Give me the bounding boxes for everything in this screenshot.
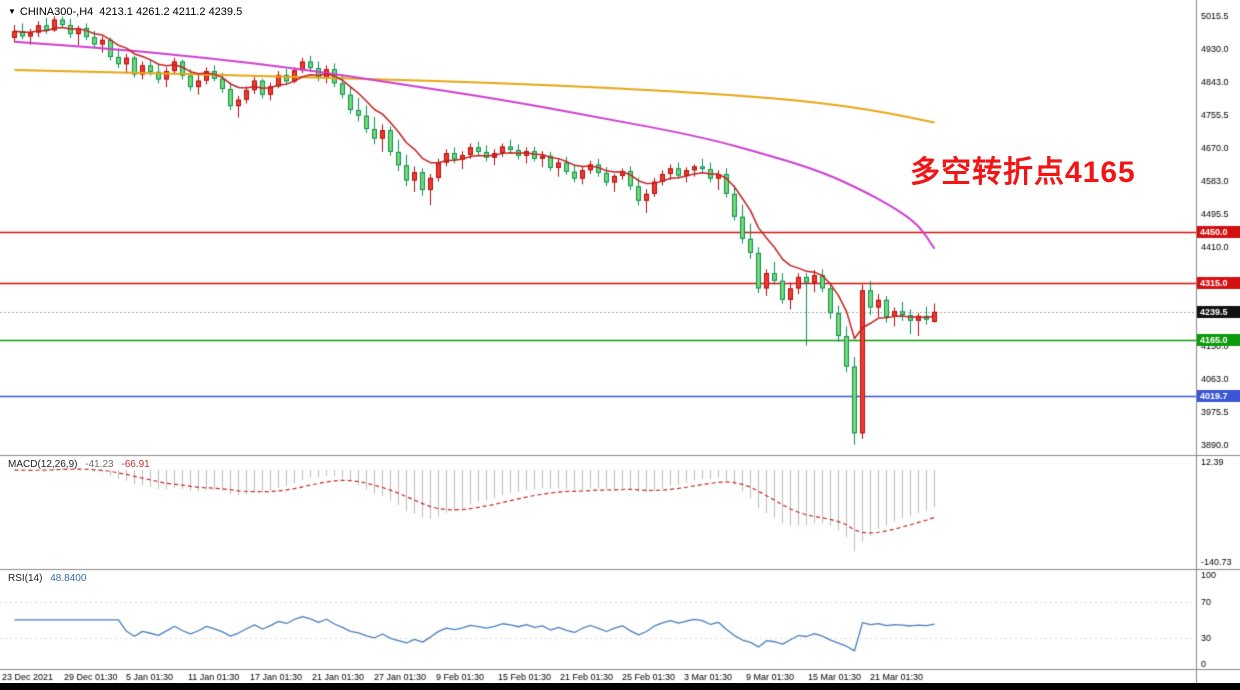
taskbar[interactable] [0,683,1240,690]
